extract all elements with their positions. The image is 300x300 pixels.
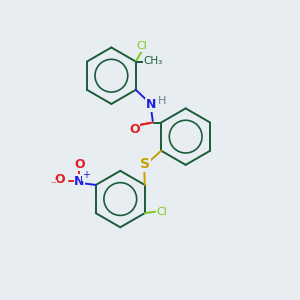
Text: Cl: Cl	[136, 41, 147, 51]
Text: O: O	[129, 123, 140, 136]
Text: N: N	[146, 98, 157, 111]
Text: H: H	[158, 96, 166, 106]
Text: N: N	[74, 175, 85, 188]
Text: CH₃: CH₃	[143, 56, 162, 66]
Text: O: O	[74, 158, 85, 171]
Text: ⁻: ⁻	[50, 180, 56, 190]
Text: Cl: Cl	[156, 207, 167, 217]
Text: S: S	[140, 158, 150, 171]
Text: +: +	[82, 170, 90, 180]
Text: O: O	[54, 173, 64, 186]
